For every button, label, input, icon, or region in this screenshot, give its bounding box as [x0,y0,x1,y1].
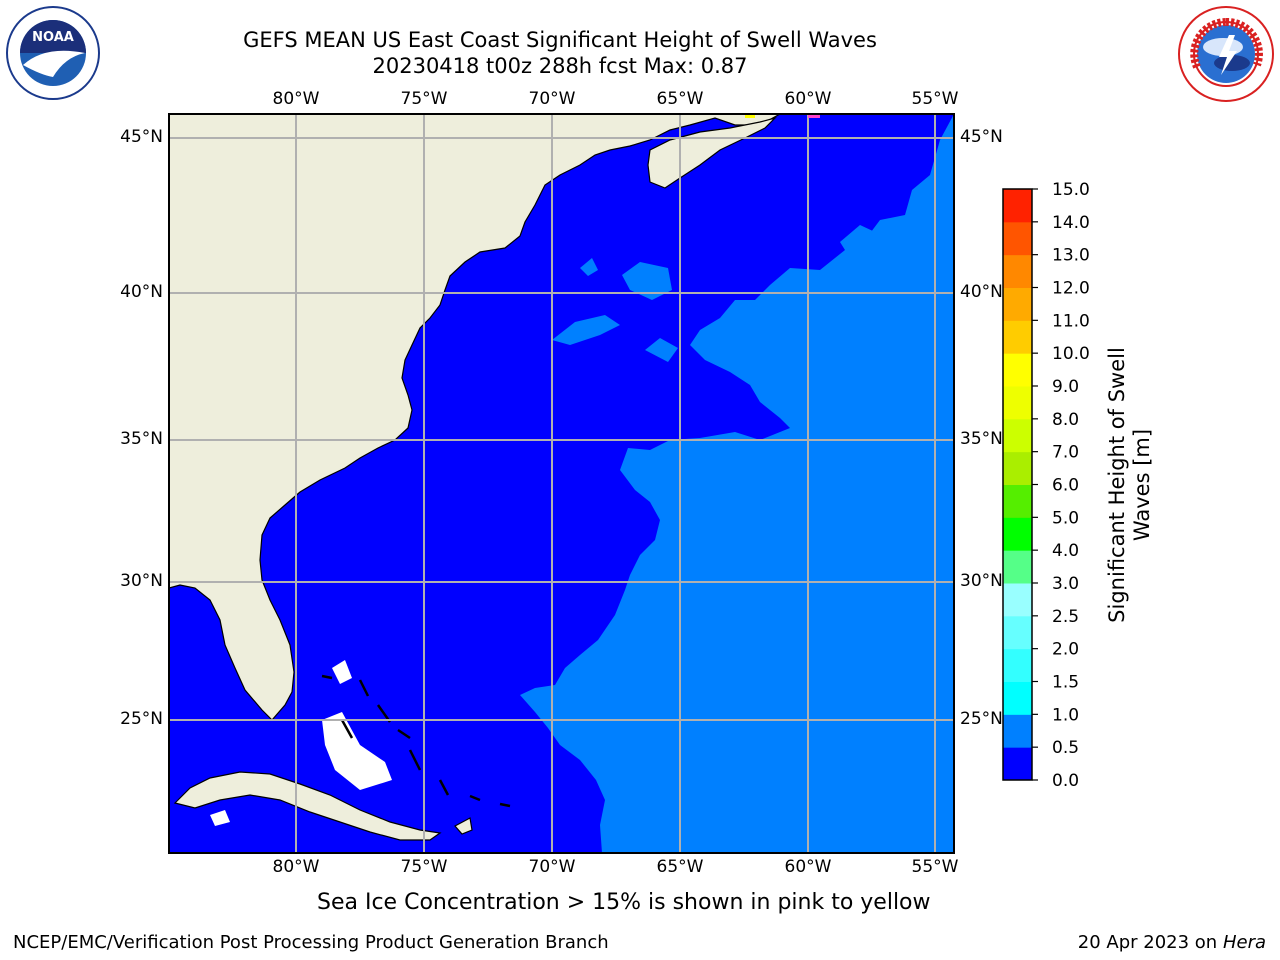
colorbar-tick-label: 1.5 [1052,673,1079,693]
colorbar-segment [1003,254,1032,288]
colorbar-segment [1003,648,1032,682]
lon-label-top: 55°W [911,89,959,109]
colorbar-tick-label: 13.0 [1052,246,1090,266]
lat-label-right: 25°N [960,709,1003,729]
colorbar-tick-label: 6.0 [1052,476,1079,496]
colorbar-segment [1003,287,1032,321]
lat-label-right: 40°N [960,282,1003,302]
lon-label-bottom: 80°W [272,857,320,877]
footer-credit: NCEP/EMC/Verification Post Processing Pr… [13,932,609,953]
land-cuba [173,771,442,841]
lon-label-top: 60°W [784,89,832,109]
colorbar-tick-label: 7.0 [1052,443,1079,463]
lat-label-left: 30°N [120,571,163,591]
colorbar-tick-label: 10.0 [1052,344,1090,364]
colorbar-tick-label: 11.0 [1052,311,1090,331]
svg-text:NOAA: NOAA [32,30,74,45]
nws-logo [1178,6,1274,102]
lon-label-bottom: 60°W [784,857,832,877]
grid-lines [169,114,954,853]
lon-label-bottom: 70°W [528,857,576,877]
colorbar-tick-label: 2.0 [1052,640,1079,660]
lon-label-top: 80°W [272,89,320,109]
lon-label-top: 70°W [528,89,576,109]
ocean-mid-swell [520,114,954,853]
colorbar-segment [1003,550,1032,584]
colorbar-segment [1003,484,1032,518]
colorbar-tick-label: 4.0 [1052,541,1079,561]
map-frame [168,113,955,854]
colorbar-segment [1003,189,1032,223]
colorbar-segment [1003,221,1032,256]
sea-ice-note: Sea Ice Concentration > 15% is shown in … [317,890,931,915]
colorbar-segment [1003,714,1032,748]
colorbar-tick-label: 0.0 [1052,771,1079,791]
land-north-america [169,114,781,721]
colorbar-tick-label: 9.0 [1052,377,1079,397]
lon-label-bottom: 75°W [400,857,448,877]
lat-label-right: 30°N [960,571,1003,591]
colorbar-tick-label: 0.5 [1052,738,1079,758]
colorbar-tick-label: 5.0 [1052,508,1079,528]
lat-label-right: 35°N [960,429,1003,449]
chart-title: GEFS MEAN US East Coast Significant Heig… [243,28,877,52]
colorbar-segment [1003,353,1032,387]
colorbar-tick-label: 15.0 [1052,180,1090,200]
colorbar-tick-label: 3.0 [1052,574,1079,594]
colorbar-tick-label: 8.0 [1052,410,1079,430]
colorbar-tick-label: 14.0 [1052,213,1090,233]
colorbar-segment [1003,517,1032,551]
colorbar-title: Significant Height of Swell Waves [m] [1105,347,1154,623]
chart-subtitle: 20230418 t00z 288h fcst Max: 0.87 [372,54,748,78]
colorbar-segment [1003,747,1032,781]
lat-label-left: 40°N [120,282,163,302]
colorbar-tick-label: 1.0 [1052,705,1079,725]
colorbar-tick-label: 12.0 [1052,279,1090,299]
lon-label-top: 65°W [656,89,704,109]
colorbar-segment [1003,615,1032,650]
noaa-logo: NOAA [6,6,100,100]
colorbar-segment [1003,451,1032,485]
footer-date: 20 Apr 2023 on Hera [1077,932,1266,953]
colorbar-segment [1003,418,1032,453]
colorbar-segment [1003,386,1032,420]
lon-label-bottom: 55°W [911,857,959,877]
lat-label-left: 45°N [120,127,163,147]
lon-label-bottom: 65°W [656,857,704,877]
lat-label-right: 45°N [960,127,1003,147]
colorbar-segment [1003,583,1032,617]
lon-label-top: 75°W [400,89,448,109]
colorbar-segment [1003,681,1032,715]
colorbar-segment [1003,320,1032,354]
colorbar-tick-label: 2.5 [1052,607,1079,627]
lat-label-left: 25°N [120,709,163,729]
lat-label-left: 35°N [120,429,163,449]
